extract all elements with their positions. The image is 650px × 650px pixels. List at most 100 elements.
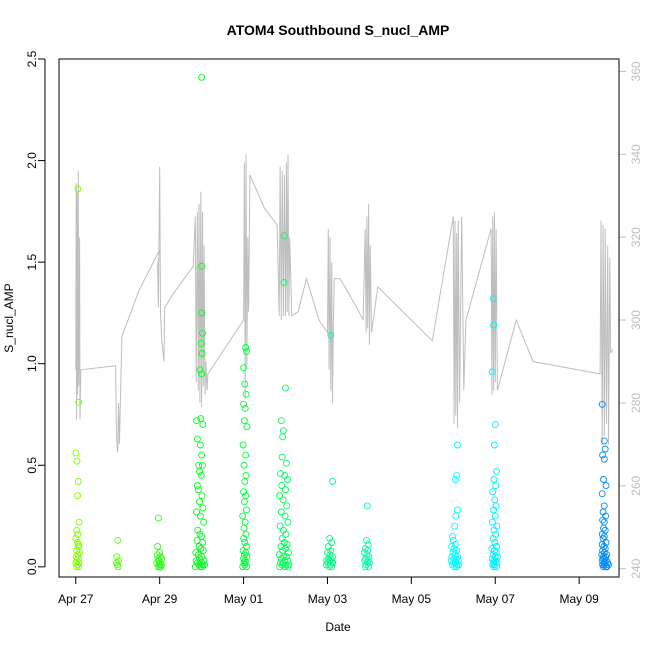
data-point (196, 512, 204, 520)
data-point (363, 536, 370, 544)
data-point (491, 539, 499, 546)
data-point (284, 518, 292, 526)
data-point (199, 539, 206, 546)
data-point (453, 563, 461, 571)
bottom-axis-tick-label: Apr 27 (58, 592, 94, 606)
data-point (278, 561, 286, 569)
data-point (600, 437, 608, 445)
data-point (154, 543, 162, 550)
data-point (490, 441, 498, 449)
data-point (447, 557, 455, 565)
data-point (449, 532, 456, 540)
data-point (199, 329, 206, 337)
data-point (240, 364, 248, 372)
data-point (196, 498, 203, 506)
data-point (278, 453, 286, 461)
right-axis-tick-label: 260 (629, 475, 643, 495)
plot-frame (58, 58, 620, 578)
data-point (361, 563, 369, 571)
data-point (365, 563, 373, 571)
bottom-axis-tick-label: May 01 (224, 592, 264, 606)
data-point (72, 534, 80, 542)
data-point (491, 421, 499, 429)
data-point (200, 518, 208, 526)
data-point (451, 522, 459, 530)
data-point (281, 512, 289, 520)
left-axis-tick-label: 1.0 (25, 355, 39, 372)
data-point (489, 295, 497, 303)
data-point (490, 476, 498, 483)
data-point (198, 451, 206, 459)
data-point (195, 543, 203, 550)
right-axis-tick-label: 280 (629, 393, 643, 413)
data-point (328, 539, 336, 546)
data-point (455, 561, 463, 569)
data-point (600, 455, 608, 463)
data-point (493, 563, 500, 571)
data-point (275, 551, 283, 559)
data-point (239, 512, 247, 520)
data-point (240, 461, 248, 469)
data-point (277, 508, 285, 516)
data-point (283, 541, 291, 548)
data-point (283, 502, 291, 510)
data-point (193, 435, 201, 443)
data-point (198, 73, 206, 81)
data-point (241, 478, 249, 485)
data-point (454, 441, 461, 449)
data-point (114, 536, 122, 544)
data-point (243, 563, 250, 571)
data-point (605, 561, 612, 569)
data-point (363, 502, 371, 510)
data-point (489, 561, 497, 569)
data-point (191, 563, 199, 571)
data-point (198, 492, 206, 500)
data-point (197, 339, 205, 347)
data-point (242, 451, 250, 459)
data-point (278, 482, 286, 490)
data-point (490, 526, 498, 534)
data-point (75, 518, 83, 526)
data-point (600, 532, 608, 540)
data-point (282, 486, 289, 494)
right-axis-tick-label: 320 (629, 227, 643, 247)
bottom-axis-tick-label: May 07 (476, 592, 516, 606)
data-point (603, 563, 611, 571)
data-point (240, 488, 248, 496)
data-point (73, 457, 81, 465)
data-point (278, 534, 286, 542)
data-point (282, 384, 289, 392)
data-point (156, 563, 164, 571)
data-point (363, 559, 371, 567)
data-point (491, 512, 499, 520)
data-point (327, 331, 335, 339)
data-point (240, 400, 248, 408)
left-axis-tick-label: 0.0 (25, 558, 39, 575)
x-axis-label: Date (325, 620, 351, 634)
data-point (241, 561, 249, 569)
data-point (241, 539, 249, 546)
data-point (451, 563, 459, 571)
data-point (75, 398, 83, 406)
right-axis-tick-label: 240 (629, 558, 643, 578)
data-point (279, 433, 287, 441)
chart-title: ATOM4 Southbound S_nucl_AMP (227, 22, 450, 38)
data-point (453, 471, 461, 479)
data-point (490, 506, 498, 514)
bottom-axis-tick-label: May 03 (308, 592, 348, 606)
left-axis-tick-label: 0.5 (25, 457, 39, 474)
data-point (488, 518, 496, 526)
data-point (277, 417, 285, 425)
data-point (193, 482, 201, 490)
left-axis-tick-label: 1.5 (25, 253, 39, 270)
data-point (493, 467, 500, 475)
data-point (76, 549, 84, 557)
bottom-axis-tick-label: May 09 (559, 592, 599, 606)
data-point (328, 563, 336, 571)
data-point (490, 321, 498, 329)
data-point (326, 534, 334, 542)
data-point (276, 522, 284, 530)
data-point (243, 506, 250, 514)
data-point (489, 488, 497, 496)
data-point (240, 534, 248, 542)
